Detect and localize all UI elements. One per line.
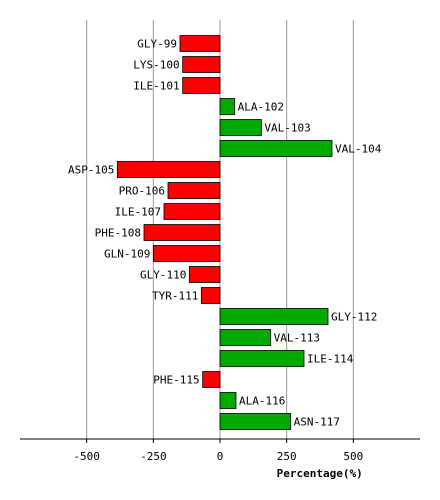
category-label-val-103: VAL-103 bbox=[264, 122, 310, 135]
x-axis: -500 -250 0 250 500 bbox=[20, 438, 420, 463]
category-label-gly-110: GLY-110 bbox=[140, 269, 186, 282]
bar-gly-99 bbox=[179, 35, 221, 52]
bar-pro-106 bbox=[167, 182, 221, 199]
bar-gln-109 bbox=[152, 245, 221, 262]
bars bbox=[116, 35, 333, 430]
category-label-pro-106: PRO-106 bbox=[119, 185, 165, 198]
bar-val-113 bbox=[219, 329, 272, 346]
bar-asp-105 bbox=[116, 161, 221, 178]
bar-val-104 bbox=[219, 140, 333, 157]
category-labels: GLY-99 LYS-100 ILE-101 ALA-102 VAL-103 VAL-10… bbox=[68, 38, 382, 429]
bar-lys-100 bbox=[182, 56, 221, 73]
bar-ala-102 bbox=[219, 98, 236, 115]
category-label-val-104: VAL-104 bbox=[335, 143, 382, 156]
bar-ala-116 bbox=[219, 392, 237, 409]
bar-val-103 bbox=[219, 119, 262, 136]
bar-phe-115 bbox=[202, 371, 221, 388]
x-tick-label-2: 0 bbox=[217, 450, 224, 463]
category-label-val-113: VAL-113 bbox=[274, 332, 320, 345]
category-label-lys-100: LYS-100 bbox=[133, 59, 179, 72]
category-label-phe-115: PHE-115 bbox=[153, 374, 199, 387]
bar-gly-110 bbox=[188, 266, 221, 283]
category-label-asp-105: ASP-105 bbox=[68, 164, 114, 177]
category-label-ala-102: ALA-102 bbox=[238, 101, 284, 114]
bar-phe-108 bbox=[143, 224, 221, 241]
category-label-gln-109: GLN-109 bbox=[104, 248, 150, 261]
x-axis-title: Percentage(%) bbox=[277, 467, 363, 480]
bar-gly-112 bbox=[219, 308, 329, 325]
category-label-gly-112: GLY-112 bbox=[331, 311, 377, 324]
bar-tyr-111 bbox=[200, 287, 221, 304]
category-label-asn-117: ASN-117 bbox=[294, 416, 340, 429]
category-label-ile-101: ILE-101 bbox=[133, 80, 179, 93]
bar-ile-101 bbox=[182, 77, 221, 94]
category-label-phe-108: PHE-108 bbox=[95, 227, 141, 240]
bar-ile-114 bbox=[219, 350, 305, 367]
x-tick-label-4: 500 bbox=[343, 450, 363, 463]
bar-ile-107 bbox=[163, 203, 221, 220]
category-label-ile-107: ILE-107 bbox=[115, 206, 161, 219]
x-tick-label-0: -500 bbox=[73, 450, 100, 463]
category-label-ala-116: ALA-116 bbox=[239, 395, 285, 408]
x-tick-label-3: 250 bbox=[277, 450, 297, 463]
category-label-gly-99: GLY-99 bbox=[137, 38, 177, 51]
category-label-tyr-111: TYR-111 bbox=[152, 290, 198, 303]
x-tick-label-1: -250 bbox=[140, 450, 167, 463]
category-label-ile-114: ILE-114 bbox=[307, 353, 354, 366]
bar-asn-117 bbox=[219, 413, 292, 430]
